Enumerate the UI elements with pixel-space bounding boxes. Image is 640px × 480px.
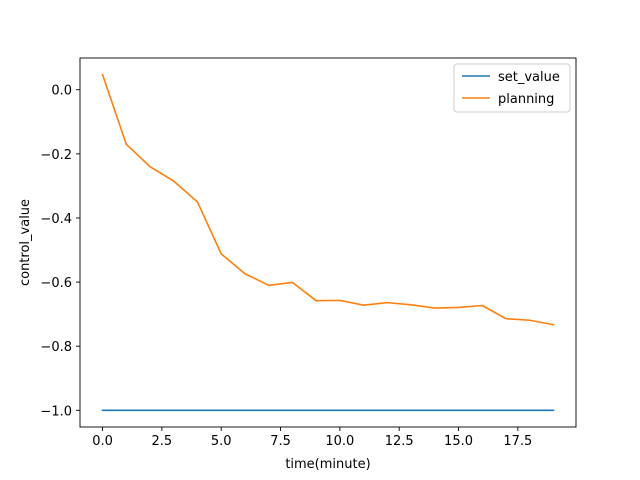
legend-label-set-value: set_value — [498, 70, 560, 85]
plot-background — [80, 58, 576, 427]
plot-frame — [79, 57, 577, 428]
x-tick-label: 0.0 — [92, 434, 113, 449]
y-axis: 0.0 −0.2 −0.4 −0.6 −0.8 −1.0 — [40, 84, 80, 419]
x-tick-label: 12.5 — [385, 434, 414, 449]
x-axis: 0.0 2.5 5.0 7.5 10.0 12.5 15.0 17.5 — [92, 427, 532, 449]
y-tick-label: −1.0 — [40, 404, 72, 419]
y-tick-label: −0.2 — [40, 148, 72, 163]
y-tick-label: 0.0 — [51, 84, 72, 99]
plot-area — [80, 58, 576, 427]
y-tick-label: −0.6 — [40, 276, 72, 291]
x-tick-label: 10.0 — [325, 434, 354, 449]
series-layer — [79, 57, 577, 428]
x-tick-label: 15.0 — [444, 434, 473, 449]
x-tick-label: 5.0 — [211, 434, 232, 449]
y-tick-label: −0.4 — [40, 212, 72, 227]
legend: set_value planning — [453, 63, 571, 113]
x-tick-label: 7.5 — [270, 434, 291, 449]
x-axis-label: time(minute) — [285, 457, 370, 472]
series-line-planning — [101, 73, 555, 326]
y-tick-label: −0.8 — [40, 340, 72, 355]
legend-label-planning: planning — [498, 92, 554, 107]
x-tick-label: 2.5 — [152, 434, 173, 449]
y-axis-label: control_value — [18, 199, 33, 286]
x-tick-label: 17.5 — [503, 434, 532, 449]
